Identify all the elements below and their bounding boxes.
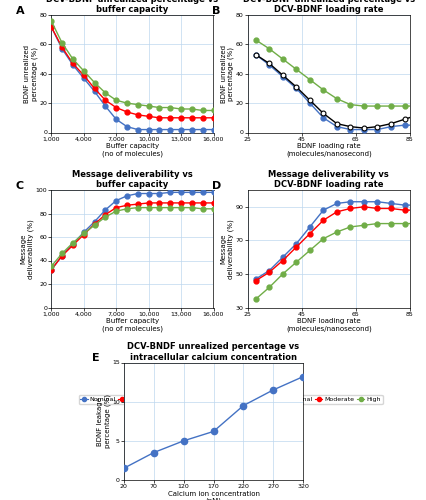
X-axis label: BDNF loading rate
(molecules/nanosecond): BDNF loading rate (molecules/nanosecond) xyxy=(285,143,371,156)
Title: DCV-BDNF unrealized percentage vs
DCV-BDNF loading rate: DCV-BDNF unrealized percentage vs DCV-BD… xyxy=(242,0,414,14)
Legend: Nominal, Moderate, High: Nominal, Moderate, High xyxy=(274,395,382,404)
Title: Message deliverability vs
buffer capacity: Message deliverability vs buffer capacit… xyxy=(72,170,192,189)
X-axis label: Buffer capacity
(no of molecules): Buffer capacity (no of molecules) xyxy=(102,318,162,332)
Text: E: E xyxy=(91,353,99,363)
Text: C: C xyxy=(15,180,23,190)
X-axis label: BDNF loading rate
(molecules/nanosecond): BDNF loading rate (molecules/nanosecond) xyxy=(285,318,371,332)
X-axis label: Calcium ion concentration
(nM): Calcium ion concentration (nM) xyxy=(167,490,259,500)
Y-axis label: BDNF unrealized
percentage (%): BDNF unrealized percentage (%) xyxy=(220,45,234,103)
Title: Message deliverability vs
DCV-BDNF loading rate: Message deliverability vs DCV-BDNF loadi… xyxy=(268,170,388,189)
Y-axis label: BDNF leakage
percentage (%): BDNF leakage percentage (%) xyxy=(97,394,110,448)
Legend: Nominal, Moderate, High: Nominal, Moderate, High xyxy=(78,395,186,404)
Legend: Nominal, Moderate, High: Nominal, Moderate, High xyxy=(274,220,382,230)
X-axis label: Buffer capacity
(no of molecules): Buffer capacity (no of molecules) xyxy=(102,143,162,156)
Title: DCV-BNDF unrealized percentage vs
intracellular calcium concentration: DCV-BNDF unrealized percentage vs intrac… xyxy=(127,342,299,361)
Title: DCV-BDNF unrealized percentage vs
buffer capacity: DCV-BDNF unrealized percentage vs buffer… xyxy=(46,0,218,14)
Text: D: D xyxy=(211,180,221,190)
Y-axis label: Message
deliverability (%): Message deliverability (%) xyxy=(20,219,34,278)
Text: B: B xyxy=(211,6,220,16)
Y-axis label: Message
deliverability (%): Message deliverability (%) xyxy=(220,219,234,278)
Legend: Nominal, Moderate, High: Nominal, Moderate, High xyxy=(78,220,186,230)
Y-axis label: BDNF unrealized
percentage (%): BDNF unrealized percentage (%) xyxy=(24,45,38,103)
Text: A: A xyxy=(15,6,24,16)
